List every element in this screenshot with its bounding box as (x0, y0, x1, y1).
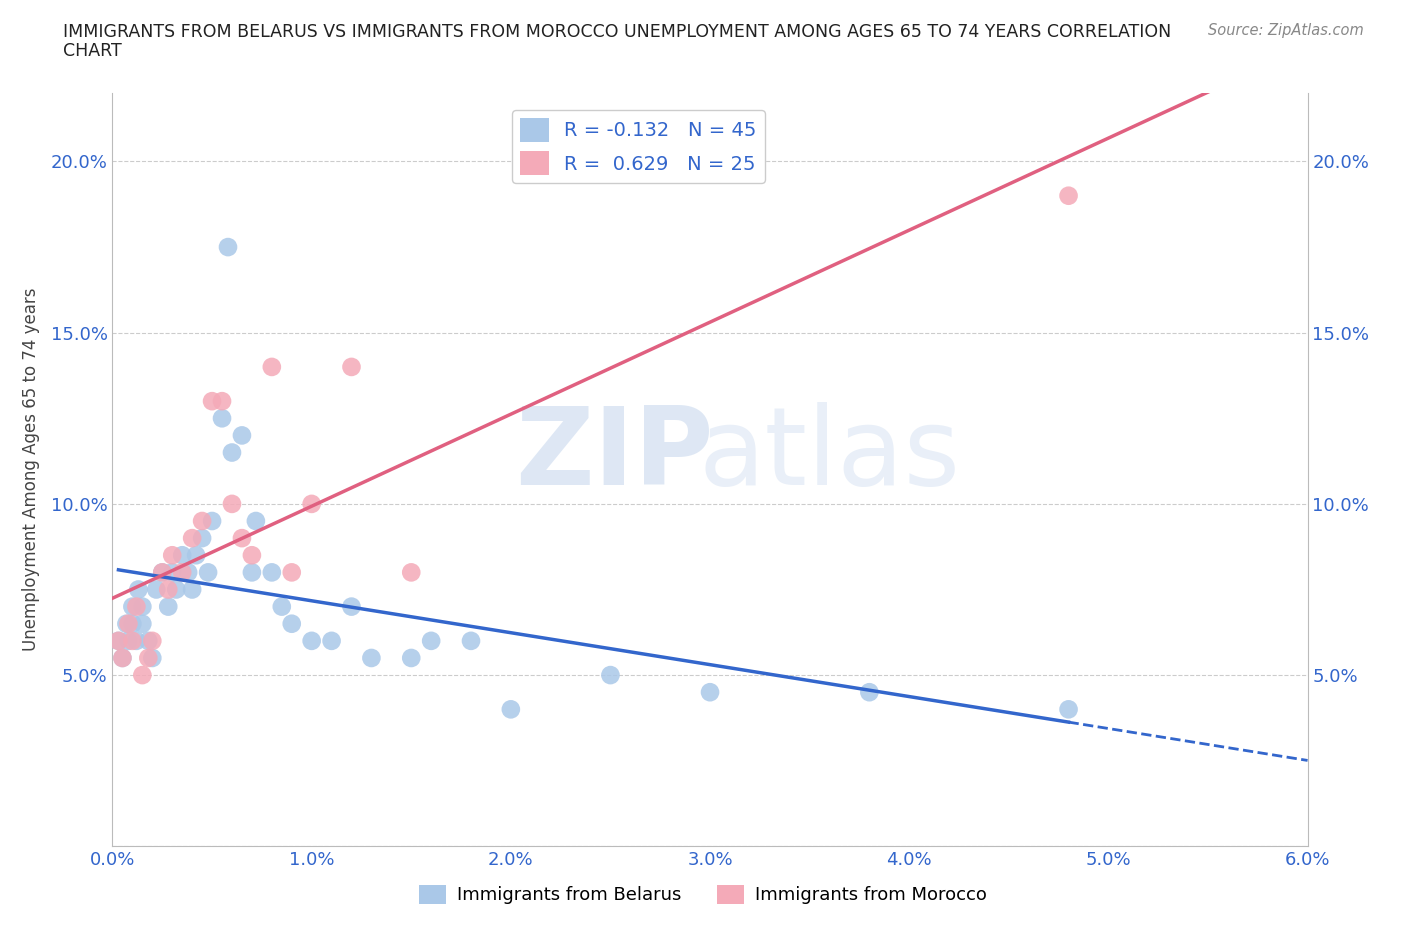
Point (301, 633, 323, 648)
Point (340, 360, 363, 375)
Point (260, 565, 283, 579)
Point (150, 565, 173, 579)
Point (301, 497, 323, 512)
Point (211, 411, 233, 426)
Point (191, 531, 214, 546)
Point (240, 565, 263, 579)
Point (141, 633, 163, 648)
Point (217, 240, 239, 255)
Point (141, 651, 163, 666)
Point (401, 651, 423, 666)
Point (240, 548, 263, 563)
Point (162, 548, 183, 563)
Point (221, 497, 243, 512)
Point (121, 633, 143, 648)
Point (125, 633, 148, 648)
Point (231, 428, 253, 443)
Point (221, 445, 243, 460)
Point (157, 599, 180, 614)
Text: atlas: atlas (699, 402, 960, 508)
Point (401, 565, 423, 579)
Point (281, 617, 304, 631)
Point (107, 633, 129, 648)
Point (121, 617, 143, 631)
Point (186, 548, 208, 563)
Point (131, 668, 153, 683)
Point (172, 565, 194, 579)
Point (131, 599, 153, 614)
Point (340, 599, 363, 614)
Text: ZIP: ZIP (515, 402, 714, 508)
Legend: Immigrants from Belarus, Immigrants from Morocco: Immigrants from Belarus, Immigrants from… (412, 878, 994, 911)
Y-axis label: Unemployment Among Ages 65 to 74 years: Unemployment Among Ages 65 to 74 years (21, 288, 39, 651)
Point (131, 617, 153, 631)
Point (165, 582, 187, 597)
Point (211, 393, 233, 408)
Point (145, 582, 167, 597)
Point (111, 651, 134, 666)
Point (460, 633, 482, 648)
Point (150, 565, 173, 579)
Point (281, 565, 304, 579)
Point (181, 531, 204, 546)
Point (121, 599, 143, 614)
Point (125, 599, 148, 614)
Point (191, 513, 214, 528)
Point (1057, 188, 1080, 203)
Point (197, 565, 219, 579)
Text: Source: ZipAtlas.com: Source: ZipAtlas.com (1208, 23, 1364, 38)
Point (172, 548, 194, 563)
Point (699, 684, 721, 699)
Point (245, 513, 267, 528)
Point (107, 633, 129, 648)
Point (127, 582, 149, 597)
Point (117, 633, 139, 648)
Point (201, 513, 224, 528)
Point (181, 582, 204, 597)
Point (111, 651, 134, 666)
Point (138, 633, 160, 648)
Point (499, 702, 522, 717)
Point (420, 633, 443, 648)
Text: CHART: CHART (63, 42, 122, 60)
Text: IMMIGRANTS FROM BELARUS VS IMMIGRANTS FROM MOROCCO UNEMPLOYMENT AMONG AGES 65 TO: IMMIGRANTS FROM BELARUS VS IMMIGRANTS FR… (63, 23, 1171, 41)
Point (260, 360, 283, 375)
Point (177, 565, 200, 579)
Point (117, 617, 139, 631)
Point (162, 565, 183, 579)
Point (858, 684, 880, 699)
Legend: R = -0.132   N = 45, R =  0.629   N = 25: R = -0.132 N = 45, R = 0.629 N = 25 (512, 111, 765, 183)
Point (270, 599, 292, 614)
Point (1057, 702, 1080, 717)
Point (360, 651, 382, 666)
Point (599, 668, 621, 683)
Point (115, 617, 138, 631)
Point (201, 393, 224, 408)
Point (157, 582, 180, 597)
Point (138, 651, 160, 666)
Point (231, 531, 253, 546)
Point (321, 633, 343, 648)
